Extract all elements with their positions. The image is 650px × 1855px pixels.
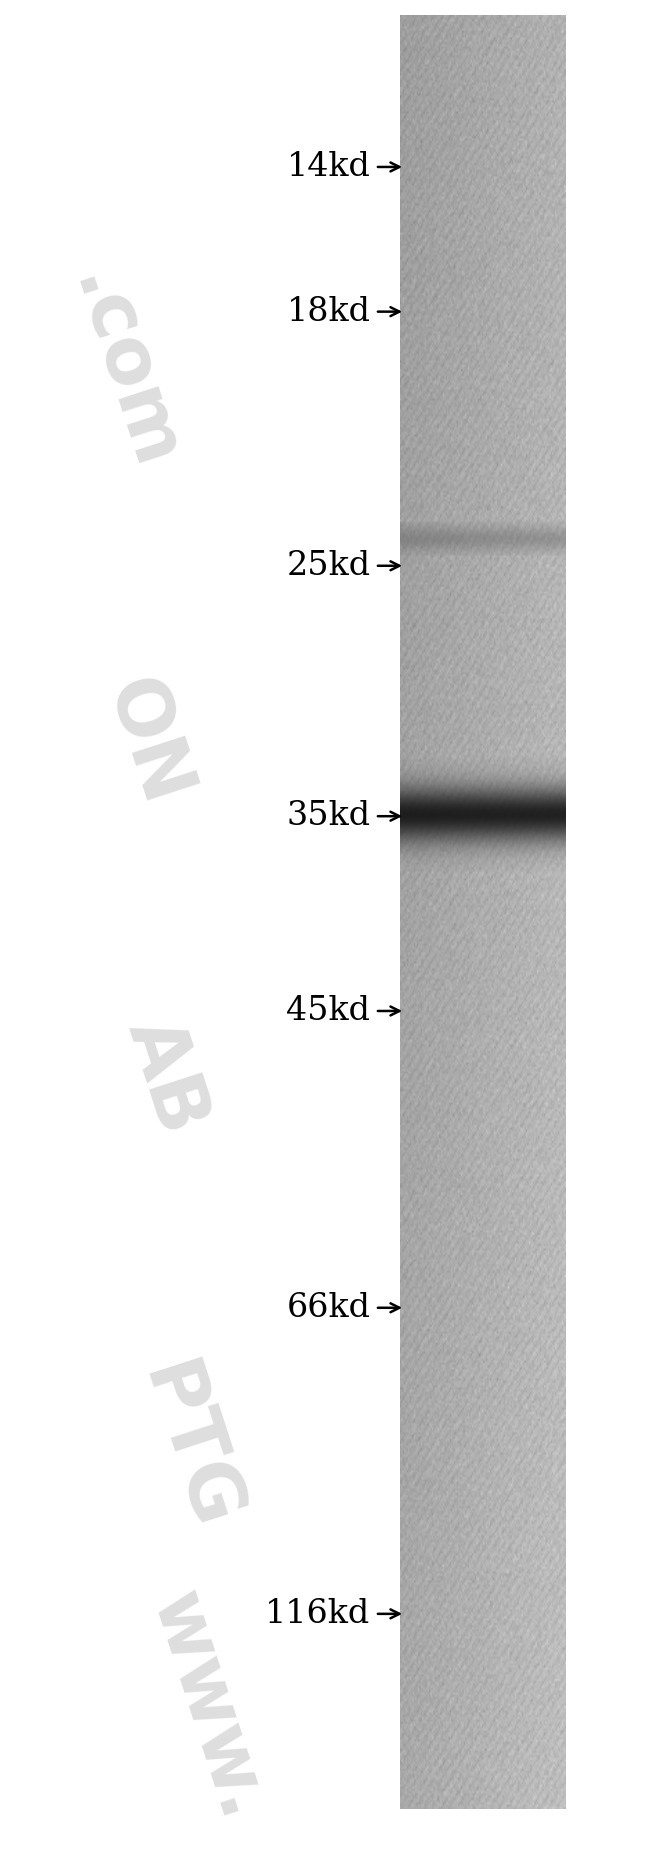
Text: AB: AB xyxy=(112,1009,219,1143)
Text: .com: .com xyxy=(57,262,190,480)
Text: 45kd: 45kd xyxy=(287,994,370,1028)
Text: 14kd: 14kd xyxy=(287,150,370,184)
Text: 25kd: 25kd xyxy=(287,549,370,582)
Text: www.: www. xyxy=(136,1582,280,1831)
Text: 35kd: 35kd xyxy=(287,800,370,833)
Text: 116kd: 116kd xyxy=(265,1597,370,1631)
Text: PTG: PTG xyxy=(127,1354,250,1540)
Text: ON: ON xyxy=(91,670,202,814)
Text: 66kd: 66kd xyxy=(287,1291,370,1324)
Text: 18kd: 18kd xyxy=(287,295,370,328)
